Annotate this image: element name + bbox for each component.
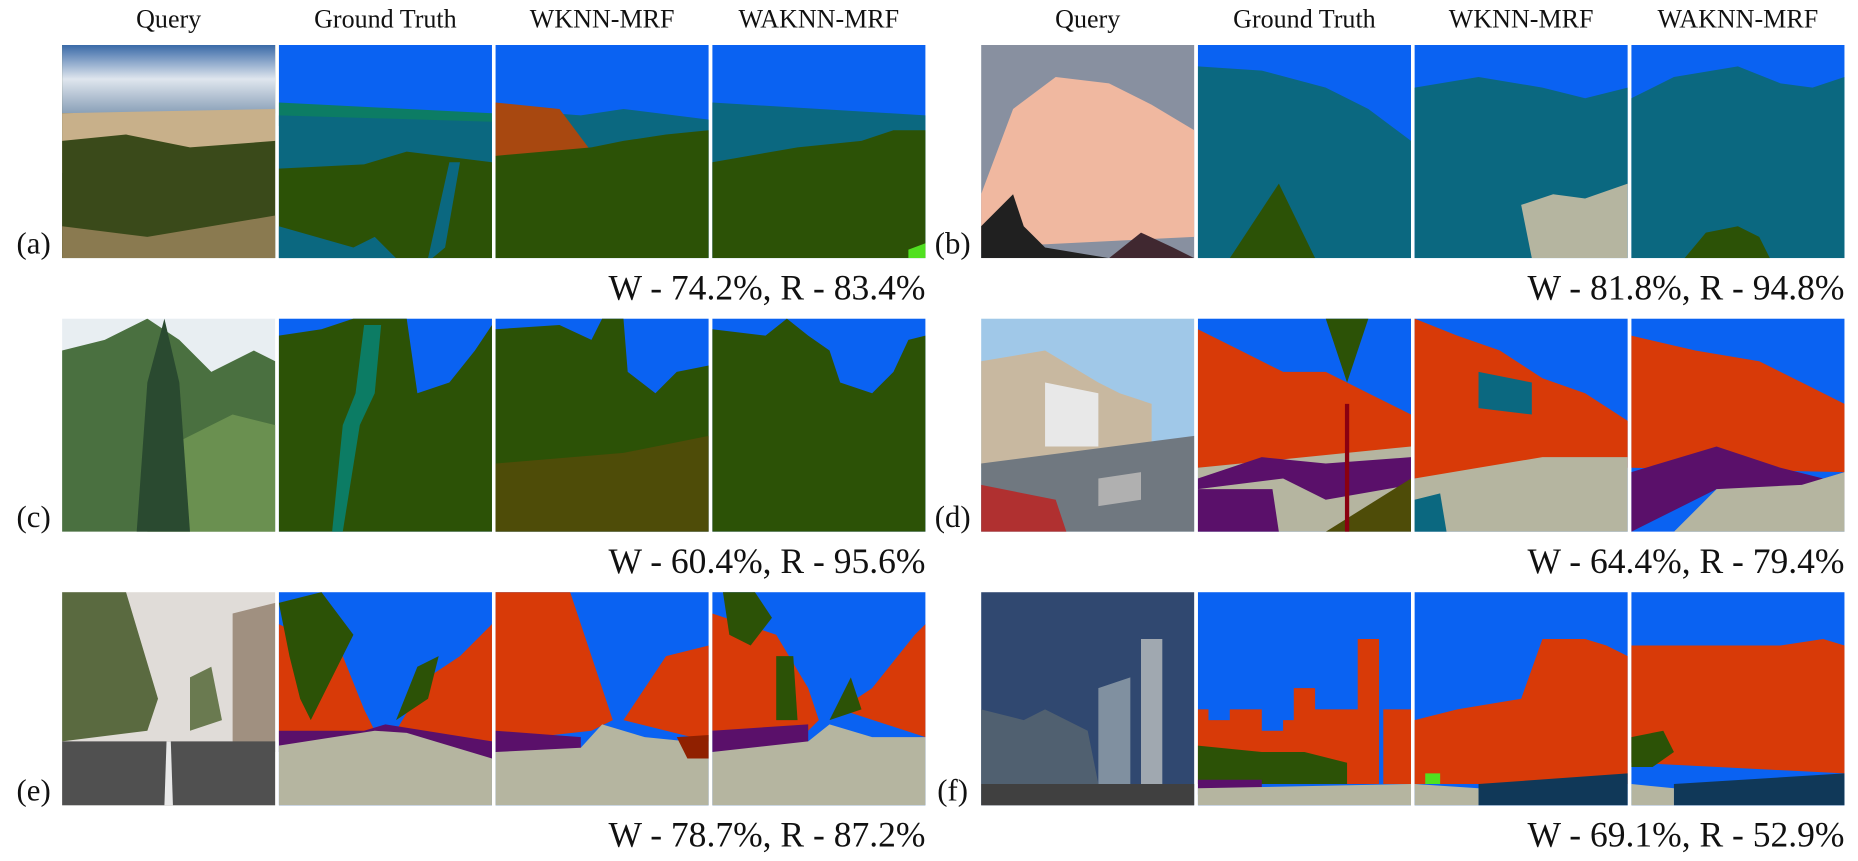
accuracy-caption: W - 60.4%, R - 95.6%	[608, 541, 925, 581]
ground-truth-map	[279, 319, 492, 532]
wknn-mrf-map	[1415, 319, 1628, 532]
ground-truth-map	[1198, 45, 1411, 258]
ground-truth-map	[279, 45, 492, 258]
row-label: (c)	[17, 500, 51, 534]
column-header: Query	[1055, 4, 1120, 33]
region	[1198, 489, 1279, 532]
column-header: WAKNN-MRF	[1658, 4, 1819, 33]
region	[1383, 709, 1411, 784]
region	[62, 45, 275, 113]
accuracy-caption: W - 69.1%, R - 52.9%	[1527, 815, 1844, 855]
row-label: (a)	[17, 226, 51, 260]
waknn-mrf-map	[1631, 319, 1844, 532]
accuracy-caption: W - 78.7%, R - 87.2%	[608, 815, 925, 855]
region	[1098, 677, 1130, 784]
query-image	[62, 592, 275, 805]
waknn-mrf-map	[712, 592, 925, 805]
accuracy-caption: W - 74.2%, R - 83.4%	[608, 267, 925, 307]
column-header: Ground Truth	[314, 4, 457, 33]
waknn-mrf-map	[1631, 45, 1844, 258]
waknn-mrf-map	[712, 45, 925, 258]
ground-truth-map	[1198, 319, 1411, 532]
waknn-mrf-map	[1631, 592, 1844, 805]
wknn-mrf-map	[496, 319, 709, 532]
wknn-mrf-map	[1415, 45, 1628, 258]
ground-truth-map	[279, 592, 492, 805]
region	[981, 784, 1194, 805]
query-image	[981, 592, 1194, 805]
accuracy-caption: W - 64.4%, R - 79.4%	[1527, 541, 1844, 581]
query-image	[62, 45, 275, 258]
page: Query Ground Truth WKNN-MRF WAKNN-MRF (a) W -…	[0, 0, 1858, 861]
row-label: (b)	[935, 226, 971, 260]
query-image	[981, 45, 1194, 258]
waknn-mrf-map	[712, 319, 925, 532]
column-header: Query	[136, 4, 201, 33]
wknn-mrf-map	[1415, 592, 1628, 805]
wknn-mrf-map	[496, 45, 709, 258]
region	[1045, 383, 1098, 447]
region	[1141, 639, 1162, 784]
row-label: (d)	[935, 500, 971, 534]
column-header: Ground Truth	[1233, 4, 1376, 33]
query-image	[62, 319, 275, 532]
column-header: WKNN-MRF	[1449, 4, 1594, 33]
row-label: (e)	[17, 774, 51, 808]
region	[1345, 404, 1349, 532]
column-header: WAKNN-MRF	[739, 4, 900, 33]
column-header: WKNN-MRF	[530, 4, 675, 33]
figure: Query Ground Truth WKNN-MRF WAKNN-MRF (a) W -…	[0, 0, 1858, 861]
ground-truth-map	[1198, 592, 1411, 805]
region	[1425, 773, 1440, 784]
wknn-mrf-map	[496, 592, 709, 805]
accuracy-caption: W - 81.8%, R - 94.8%	[1527, 267, 1844, 307]
row-label: (f)	[937, 774, 968, 808]
region	[233, 603, 276, 752]
query-image	[981, 319, 1194, 532]
